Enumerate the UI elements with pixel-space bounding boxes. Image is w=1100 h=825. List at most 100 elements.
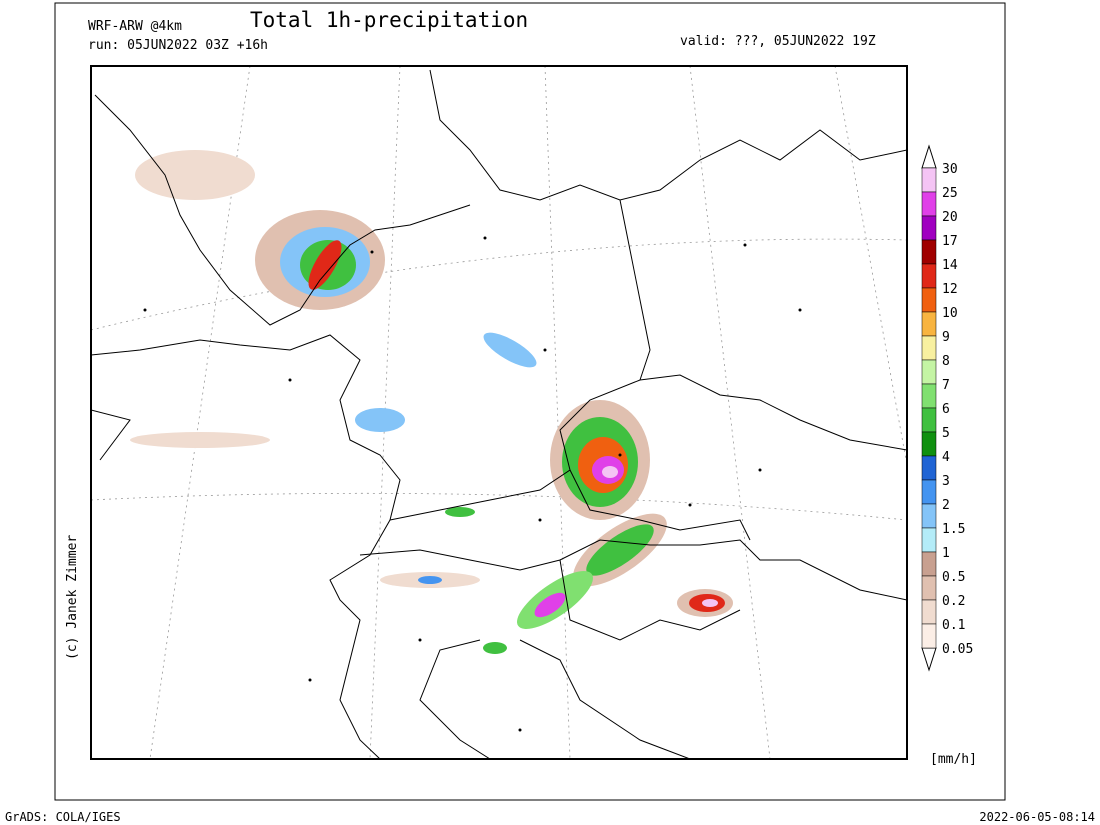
border xyxy=(359,539,907,601)
legend-swatch xyxy=(921,503,937,529)
legend-swatch xyxy=(921,455,937,481)
legend-label: 5 xyxy=(942,426,950,441)
legend-swatch xyxy=(921,599,937,625)
legend-swatch xyxy=(921,191,937,217)
precip-area xyxy=(702,599,718,607)
legend-swatch xyxy=(921,479,937,505)
city xyxy=(798,308,802,312)
legend: 30 25 20 17 14 12 10 9 8 7 6 5 4 3 2 1.5 1 0.5 0.2 0.1 0.05 xyxy=(921,144,973,672)
legend-swatch xyxy=(921,335,937,361)
longitude-line xyxy=(544,66,571,759)
city xyxy=(518,728,522,732)
credit: (c) Janek Zimmer xyxy=(65,535,80,660)
legend-swatch xyxy=(921,359,937,385)
legend-swatch xyxy=(921,383,937,409)
border xyxy=(91,334,401,759)
model-label: WRF-ARW @4km xyxy=(88,19,182,34)
border xyxy=(559,559,741,641)
legend-label: 6 xyxy=(942,402,950,417)
map-title: Total 1h-precipitation xyxy=(250,8,528,32)
legend-swatch xyxy=(921,263,937,289)
map xyxy=(90,65,908,760)
footer-right: 2022-06-05-08:14 xyxy=(979,810,1095,824)
precipitation xyxy=(130,150,733,654)
city xyxy=(288,378,292,382)
city xyxy=(143,308,147,312)
legend-swatch xyxy=(921,551,937,577)
coastline xyxy=(91,409,131,461)
borders xyxy=(91,69,907,759)
border xyxy=(419,639,491,759)
legend-label: 8 xyxy=(942,354,950,369)
unit-label: [mm/h] xyxy=(930,752,977,767)
legend-swatch xyxy=(921,527,937,553)
longitude-line xyxy=(369,66,401,759)
coastline xyxy=(429,69,907,201)
precip-area xyxy=(534,592,566,618)
legend-label: 14 xyxy=(942,258,958,273)
legend-label: 9 xyxy=(942,330,950,345)
run-label: run: 05JUN2022 03Z +16h xyxy=(88,38,268,53)
city xyxy=(483,236,487,240)
city xyxy=(618,453,622,457)
footer-left: GrADS: COLA/IGES xyxy=(5,810,121,824)
graticule xyxy=(91,66,907,759)
legend-label: 1 xyxy=(942,546,950,561)
city xyxy=(758,468,762,472)
legend-label: 7 xyxy=(942,378,950,393)
map-border xyxy=(90,65,908,760)
legend-label: 0.5 xyxy=(942,570,965,585)
city xyxy=(538,518,542,522)
legend-swatch xyxy=(921,575,937,601)
cities xyxy=(143,236,802,732)
longitude-line xyxy=(149,66,251,759)
legend-label: 2 xyxy=(942,498,950,513)
city xyxy=(688,503,692,507)
legend-label: 25 xyxy=(942,186,958,201)
legend-label: 3 xyxy=(942,474,950,489)
legend-label: 10 xyxy=(942,306,958,321)
legend-label: 0.1 xyxy=(942,618,965,633)
map-content xyxy=(91,66,907,759)
legend-swatch xyxy=(921,239,937,265)
legend-label: 20 xyxy=(942,210,958,225)
legend-label: 1.5 xyxy=(942,522,965,537)
legend-swatch xyxy=(921,623,937,649)
border xyxy=(569,469,751,541)
precip-area xyxy=(602,466,618,478)
city xyxy=(418,638,422,642)
border xyxy=(389,374,907,521)
legend-swatch xyxy=(921,311,937,337)
city xyxy=(743,243,747,247)
longitude-line xyxy=(689,66,771,759)
precip-area xyxy=(483,642,507,654)
city xyxy=(308,678,312,682)
legend-swatch xyxy=(921,431,937,457)
city xyxy=(543,348,547,352)
coastline xyxy=(519,639,691,759)
coastline xyxy=(94,94,471,326)
legend-swatch xyxy=(921,215,937,241)
precip-area xyxy=(445,507,475,517)
precip-area xyxy=(135,150,255,200)
legend-swatch xyxy=(921,287,937,313)
legend-label: 0.05 xyxy=(942,642,973,657)
legend-label: 0.2 xyxy=(942,594,965,609)
latitude-line xyxy=(91,238,907,331)
legend-label: 17 xyxy=(942,234,958,249)
legend-swatch xyxy=(921,407,937,433)
precip-area xyxy=(308,240,342,290)
precip-area xyxy=(355,408,405,432)
precip-area xyxy=(130,432,270,448)
legend-label: 12 xyxy=(942,282,958,297)
latitude-line xyxy=(91,492,907,521)
precip-area xyxy=(418,576,442,584)
legend-label: 30 xyxy=(942,162,958,177)
legend-swatch xyxy=(921,167,937,193)
city xyxy=(370,250,374,254)
precip-area xyxy=(586,524,654,576)
valid-label: valid: ???, 05JUN2022 19Z xyxy=(680,34,876,49)
precip-area xyxy=(483,332,537,368)
